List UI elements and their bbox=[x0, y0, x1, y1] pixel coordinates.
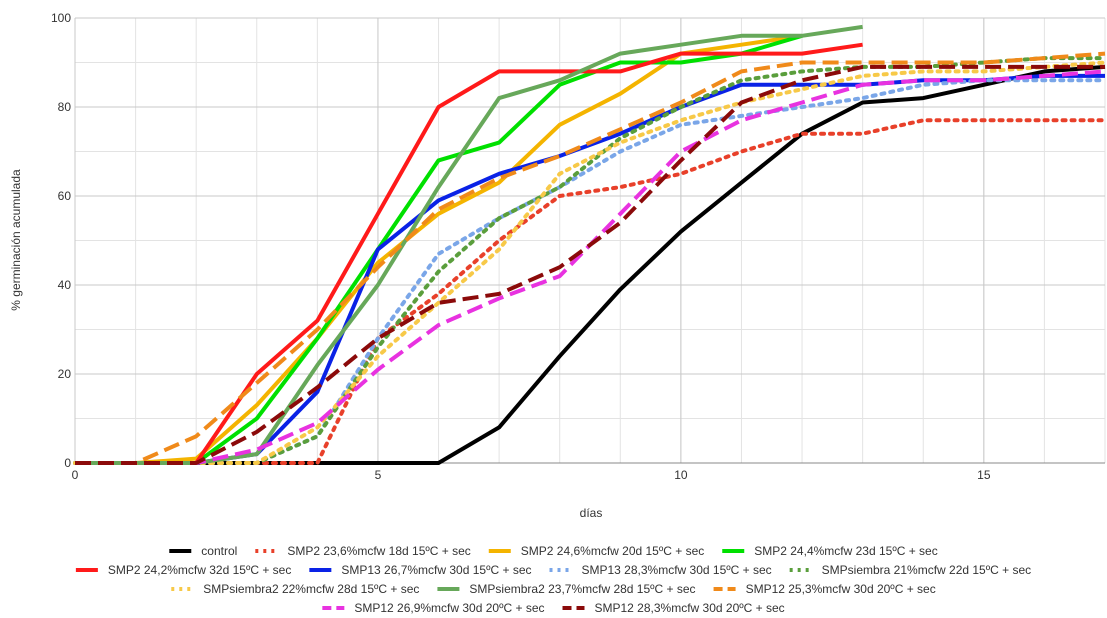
y-tick-label: 60 bbox=[58, 189, 72, 203]
y-tick-label: 0 bbox=[64, 456, 71, 470]
x-tick-label: 15 bbox=[977, 468, 991, 482]
x-tick-label: 5 bbox=[375, 468, 382, 482]
series-line bbox=[73, 60, 1107, 465]
x-axis-title: días bbox=[580, 506, 603, 520]
legend-label: control bbox=[201, 544, 237, 558]
legend-label: SMP12 28,3%mcfw 30d 20ºC + sec bbox=[595, 601, 785, 615]
legend-label: SMP2 24,2%mcfw 32d 15ºC + sec bbox=[108, 563, 291, 577]
series-line bbox=[75, 64, 1105, 465]
series-line bbox=[75, 42, 863, 465]
x-tick-label: 10 bbox=[674, 468, 688, 482]
series-line bbox=[75, 64, 1106, 465]
series-lines bbox=[73, 24, 1107, 465]
legend-label: SMPsiembra 21%mcfw 22d 15ºC + sec bbox=[822, 563, 1031, 577]
y-tick-label: 40 bbox=[58, 278, 72, 292]
series-line bbox=[75, 51, 1106, 465]
legend-label: SMP12 25,3%mcfw 30d 20ºC + sec bbox=[746, 582, 936, 596]
y-axis-title: % germinación acumulada bbox=[9, 169, 23, 311]
y-tick-label: 80 bbox=[58, 100, 72, 114]
series-line bbox=[73, 56, 1107, 465]
series-line bbox=[75, 69, 1106, 465]
legend-label: SMPsiembra2 22%mcfw 28d 15ºC + sec bbox=[203, 582, 419, 596]
x-tick-label: 0 bbox=[72, 468, 79, 482]
legend-label: SMP2 24,6%mcfw 20d 15ºC + sec bbox=[521, 544, 704, 558]
y-tick-label: 20 bbox=[58, 367, 72, 381]
y-tick-label: 100 bbox=[51, 11, 71, 25]
legend: control SMP2 23,6%mcfw 18d 15ºC + sec SMP2… bbox=[75, 544, 1031, 615]
grid bbox=[74, 17, 1106, 464]
legend-label: SMP2 24,4%mcfw 23d 15ºC + sec bbox=[754, 544, 937, 558]
legend-label: SMP13 26,7%mcfw 30d 15ºC + sec bbox=[341, 563, 531, 577]
legend-label: SMP2 23,6%mcfw 18d 15ºC + sec bbox=[287, 544, 470, 558]
legend-label: SMP12 26,9%mcfw 30d 20ºC + sec bbox=[354, 601, 544, 615]
legend-label: SMPsiembra2 23,7%mcfw 28d 15ºC + sec bbox=[469, 582, 695, 596]
legend-label: SMP13 28,3%mcfw 30d 15ºC + sec bbox=[582, 563, 772, 577]
series-line bbox=[75, 24, 863, 465]
